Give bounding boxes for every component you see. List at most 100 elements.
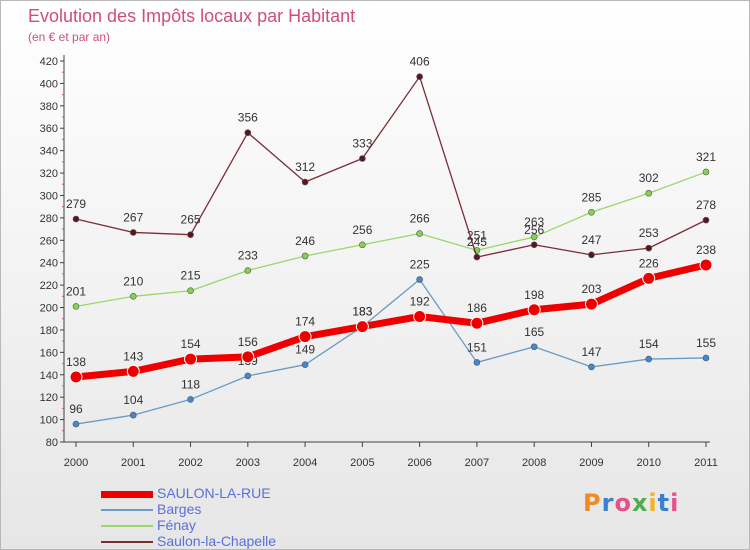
- data-point-saulon-la-chapelle: [301, 178, 309, 186]
- data-label-f-nay: 302: [639, 171, 659, 185]
- y-tick-label: 380: [40, 101, 58, 113]
- data-label-barges: 154: [639, 337, 659, 351]
- data-label-saulon-la-rue: 226: [639, 256, 659, 270]
- data-point-saulon-la-rue: [184, 352, 198, 366]
- data-label-saulon-la-chapelle: 406: [410, 55, 430, 69]
- x-tick-label: 2008: [522, 457, 546, 469]
- y-tick-label: 120: [40, 392, 58, 404]
- data-point-saulon-la-rue: [527, 303, 541, 317]
- y-tick-label: 300: [40, 190, 58, 202]
- data-label-f-nay: 233: [238, 249, 258, 263]
- data-point-saulon-la-chapelle: [588, 251, 595, 259]
- data-point-saulon-la-rue: [470, 316, 484, 330]
- data-label-saulon-la-rue: 143: [123, 349, 143, 363]
- logo-letter: o: [614, 489, 632, 517]
- data-point-f-nay: [187, 287, 194, 295]
- data-label-saulon-la-chapelle: 265: [181, 213, 201, 227]
- data-point-saulon-la-rue: [126, 364, 140, 378]
- data-label-barges: 149: [295, 343, 315, 357]
- data-point-barges: [473, 359, 481, 366]
- y-tick-label: 80: [46, 437, 58, 449]
- data-label-barges: 147: [581, 345, 601, 359]
- data-label-saulon-la-rue: 203: [581, 282, 601, 296]
- logo-letter: x: [631, 489, 649, 517]
- y-tick-label: 340: [40, 146, 58, 158]
- logo-letter: r: [601, 489, 615, 517]
- data-label-f-nay: 266: [410, 212, 430, 226]
- data-label-saulon-la-rue: 156: [238, 335, 258, 349]
- y-tick-label: 180: [40, 325, 58, 337]
- data-label-barges: 225: [410, 258, 430, 272]
- series-line-f-nay: [75, 171, 707, 308]
- data-point-saulon-la-chapelle: [187, 231, 194, 238]
- data-label-saulon-la-chapelle: 245: [467, 235, 487, 249]
- data-label-barges: 165: [524, 325, 544, 339]
- data-point-saulon-la-chapelle: [129, 229, 137, 236]
- legend-label-saulon-la-rue: SAULON-LA-RUE: [157, 485, 271, 501]
- data-label-saulon-la-chapelle: 312: [295, 160, 315, 174]
- logo-letter: i: [670, 489, 680, 517]
- data-label-saulon-la-chapelle: 253: [639, 226, 659, 240]
- data-label-saulon-la-rue: 154: [181, 337, 201, 351]
- legend-swatch-saulon-la-chapelle: [101, 541, 153, 543]
- legend-swatch-f-nay: [101, 525, 153, 527]
- data-label-f-nay: 285: [581, 190, 601, 204]
- x-tick-label: 2003: [236, 457, 260, 469]
- data-point-barges: [187, 396, 194, 403]
- x-tick-label: 2005: [350, 457, 374, 469]
- x-tick-label: 2001: [121, 457, 145, 469]
- y-tick-label: 320: [40, 168, 58, 180]
- data-label-barges: 155: [696, 336, 716, 350]
- data-label-saulon-la-chapelle: 256: [524, 223, 544, 237]
- x-tick-label: 2000: [64, 457, 88, 469]
- y-tick-label: 260: [40, 235, 58, 247]
- y-tick-label: 360: [40, 123, 58, 135]
- data-point-saulon-la-rue: [241, 350, 255, 364]
- data-point-saulon-la-chapelle: [244, 129, 252, 137]
- data-point-f-nay: [129, 293, 137, 300]
- data-point-f-nay: [416, 230, 423, 237]
- data-label-saulon-la-chapelle: 356: [238, 111, 258, 125]
- data-point-barges: [702, 354, 710, 362]
- y-tick-label: 160: [40, 347, 58, 359]
- data-point-barges: [244, 372, 252, 380]
- data-point-barges: [588, 363, 595, 371]
- data-label-saulon-la-rue: 174: [295, 315, 315, 329]
- legend-label-barges: Barges: [157, 501, 202, 517]
- data-point-barges: [129, 411, 137, 419]
- series-line-saulon-la-chapelle: [75, 76, 707, 258]
- data-point-barges: [301, 361, 309, 368]
- data-label-saulon-la-chapelle: 278: [696, 198, 716, 212]
- data-point-saulon-la-chapelle: [416, 73, 423, 80]
- data-label-f-nay: 215: [181, 269, 201, 283]
- data-point-f-nay: [645, 189, 653, 197]
- data-label-barges: 151: [467, 340, 487, 354]
- chart-title: Evolution des Impôts locaux par Habitant: [28, 6, 356, 26]
- data-point-saulon-la-chapelle: [473, 253, 481, 261]
- data-label-f-nay: 256: [352, 223, 372, 237]
- x-tick-label: 2004: [293, 457, 317, 469]
- data-label-barges: 183: [352, 305, 372, 319]
- data-point-saulon-la-chapelle: [645, 244, 653, 252]
- legend-swatch-saulon-la-rue: [101, 491, 153, 498]
- data-label-f-nay: 321: [696, 150, 716, 164]
- data-label-barges: 96: [69, 402, 83, 416]
- y-tick-label: 220: [40, 280, 58, 292]
- data-point-f-nay: [72, 303, 80, 310]
- x-tick-label: 2011: [694, 457, 718, 469]
- data-point-f-nay: [530, 233, 538, 241]
- legend-label-saulon-la-chapelle: Saulon-la-Chapelle: [157, 533, 277, 549]
- logo-letter: P: [583, 489, 602, 517]
- data-label-saulon-la-rue: 186: [467, 301, 487, 315]
- y-tick-label: 400: [40, 78, 58, 90]
- data-label-saulon-la-chapelle: 333: [352, 136, 372, 150]
- data-point-saulon-la-chapelle: [702, 216, 710, 224]
- data-point-barges: [72, 420, 80, 428]
- legend-label-f-nay: Fénay: [157, 517, 196, 533]
- data-point-saulon-la-rue: [413, 309, 427, 323]
- data-label-saulon-la-rue: 183: [352, 305, 372, 319]
- x-tick-label: 2009: [579, 457, 603, 469]
- data-label-saulon-la-rue: 238: [696, 243, 716, 257]
- data-point-saulon-la-chapelle: [530, 241, 538, 249]
